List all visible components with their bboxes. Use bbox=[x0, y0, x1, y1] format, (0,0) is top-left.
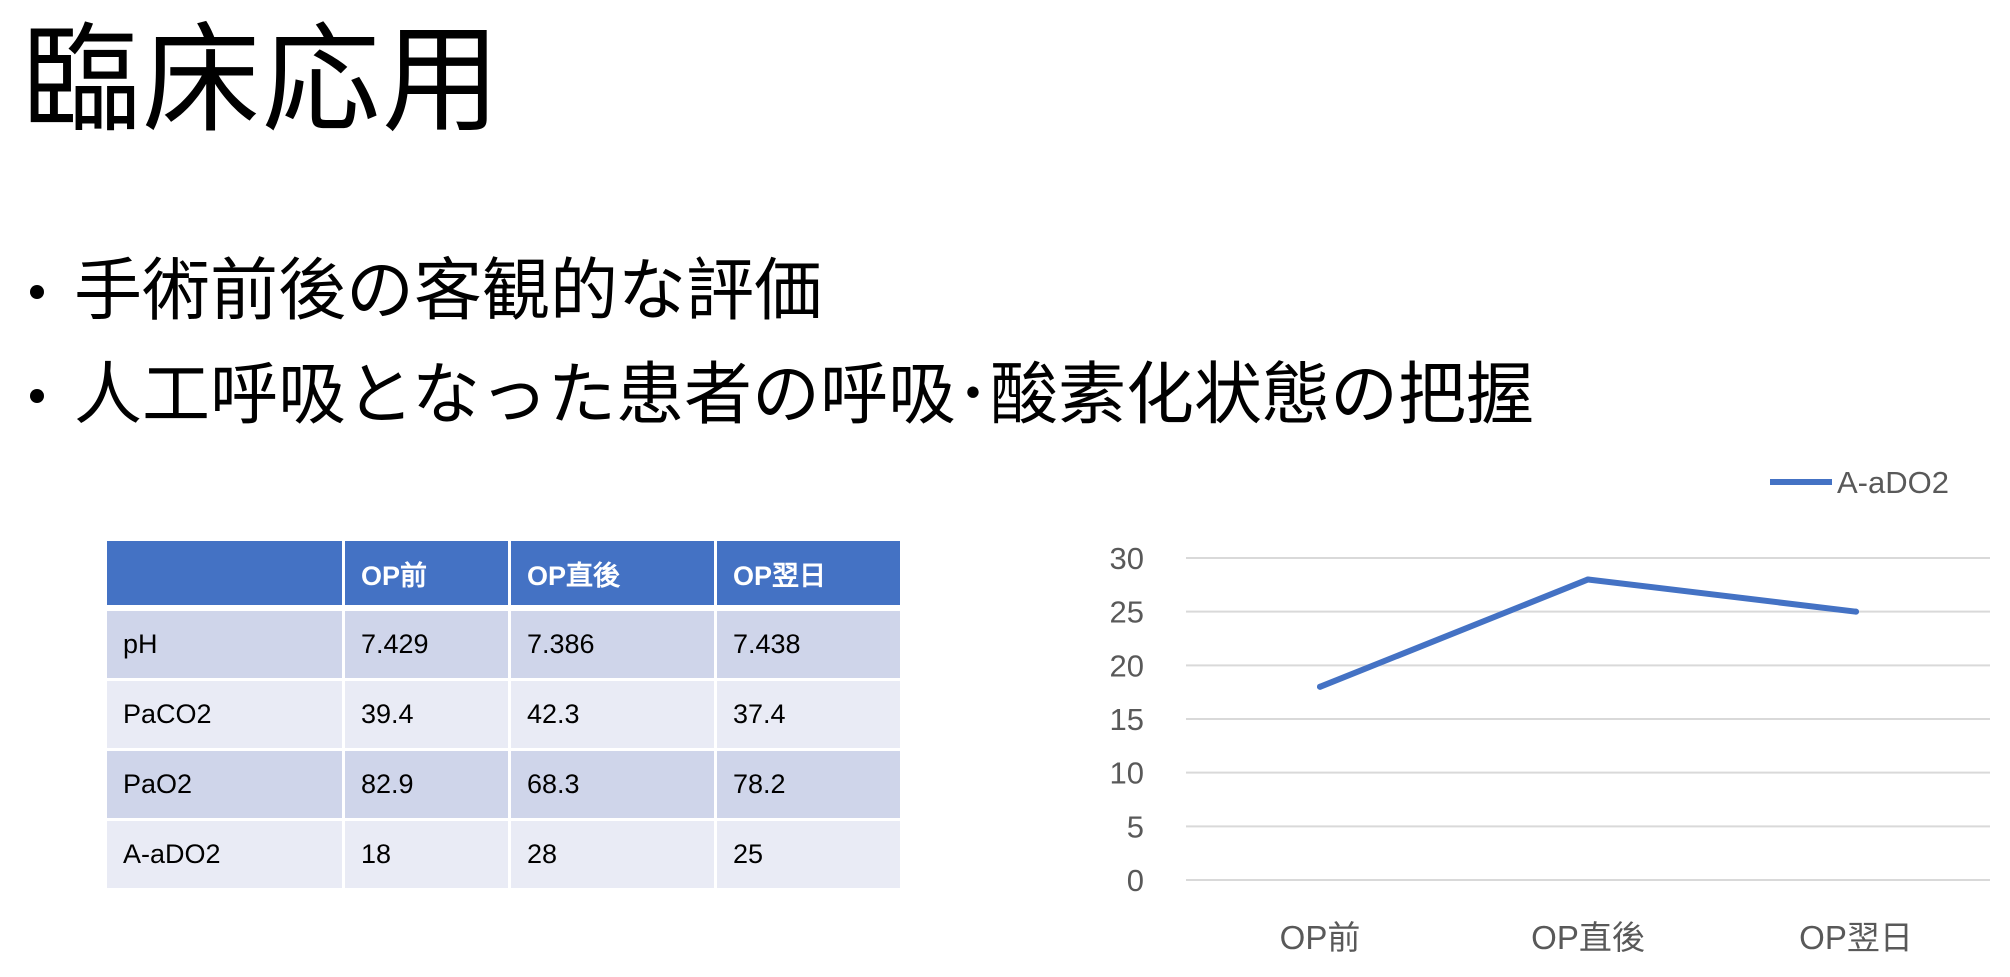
slide-title: 臨床応用 bbox=[22, 11, 503, 149]
x-tick-label: OP直後 bbox=[1531, 919, 1645, 956]
table-header-cell: OP直後 bbox=[508, 538, 717, 611]
table-cell: 7.386 bbox=[508, 606, 717, 681]
legend-label: A-aDO2 bbox=[1837, 465, 1949, 500]
bullet-text: 人工呼吸となった患者の呼吸･酸素化状態の把握 bbox=[74, 356, 1534, 435]
table-cell: 37.4 bbox=[714, 678, 903, 751]
bullet-dot-icon bbox=[30, 389, 44, 403]
bullet-item: 人工呼吸となった患者の呼吸･酸素化状態の把握 bbox=[22, 344, 1534, 448]
series-line bbox=[1317, 576, 1859, 690]
table-row-label: pH bbox=[104, 606, 345, 681]
table-cell: 78.2 bbox=[714, 748, 903, 821]
table-row: PaCO2 39.4 42.3 37.4 bbox=[104, 678, 903, 751]
table-cell: 82.9 bbox=[342, 748, 511, 821]
table-cell: 25 bbox=[714, 818, 903, 891]
table-cell: 42.3 bbox=[508, 678, 717, 751]
table-header-row: OP前 OP直後 OP翌日 bbox=[104, 538, 903, 611]
table-row-label: A-aDO2 bbox=[104, 818, 345, 891]
bullet-item: 手術前後の客観的な評価 bbox=[22, 240, 1534, 344]
bullet-text: 手術前後の客観的な評価 bbox=[74, 252, 823, 331]
data-point bbox=[1317, 683, 1323, 690]
table-row: PaO2 82.9 68.3 78.2 bbox=[104, 748, 903, 821]
data-point bbox=[1853, 608, 1859, 615]
table-cell: 39.4 bbox=[342, 678, 511, 751]
table-cell: 18 bbox=[342, 818, 511, 891]
table-header-cell: OP翌日 bbox=[714, 538, 903, 611]
y-tick-label: 5 bbox=[1127, 809, 1144, 844]
table-header-cell bbox=[104, 538, 345, 611]
table-row: A-aDO2 18 28 25 bbox=[104, 818, 903, 891]
data-point bbox=[1585, 576, 1591, 583]
y-tick-label: 20 bbox=[1110, 648, 1144, 683]
table-row: pH 7.429 7.386 7.438 bbox=[104, 606, 903, 681]
table-header-cell: OP前 bbox=[342, 538, 511, 611]
x-tick-label: OP前 bbox=[1280, 919, 1361, 956]
y-tick-label: 10 bbox=[1110, 756, 1144, 791]
blood-gas-table: OP前 OP直後 OP翌日 pH 7.429 7.386 7.438 PaCO2… bbox=[104, 538, 903, 891]
table-cell: 7.438 bbox=[714, 606, 903, 681]
table-cell: 68.3 bbox=[508, 748, 717, 821]
table-row-label: PaO2 bbox=[104, 748, 345, 821]
y-tick-label: 25 bbox=[1110, 595, 1144, 630]
table-cell: 28 bbox=[508, 818, 717, 891]
y-tick-label: 30 bbox=[1110, 541, 1144, 576]
table-row-label: PaCO2 bbox=[104, 678, 345, 751]
a-ado2-line-chart: 0 5 10 15 20 25 30 OP前 OP直後 OP翌日 A-aDO2 bbox=[1110, 465, 1990, 956]
bullet-dot-icon bbox=[30, 285, 44, 299]
x-tick-label: OP翌日 bbox=[1799, 919, 1913, 956]
y-tick-label: 0 bbox=[1127, 863, 1144, 898]
table-cell: 7.429 bbox=[342, 606, 511, 681]
y-tick-label: 15 bbox=[1110, 702, 1144, 737]
bullet-list: 手術前後の客観的な評価 人工呼吸となった患者の呼吸･酸素化状態の把握 bbox=[22, 240, 1534, 448]
